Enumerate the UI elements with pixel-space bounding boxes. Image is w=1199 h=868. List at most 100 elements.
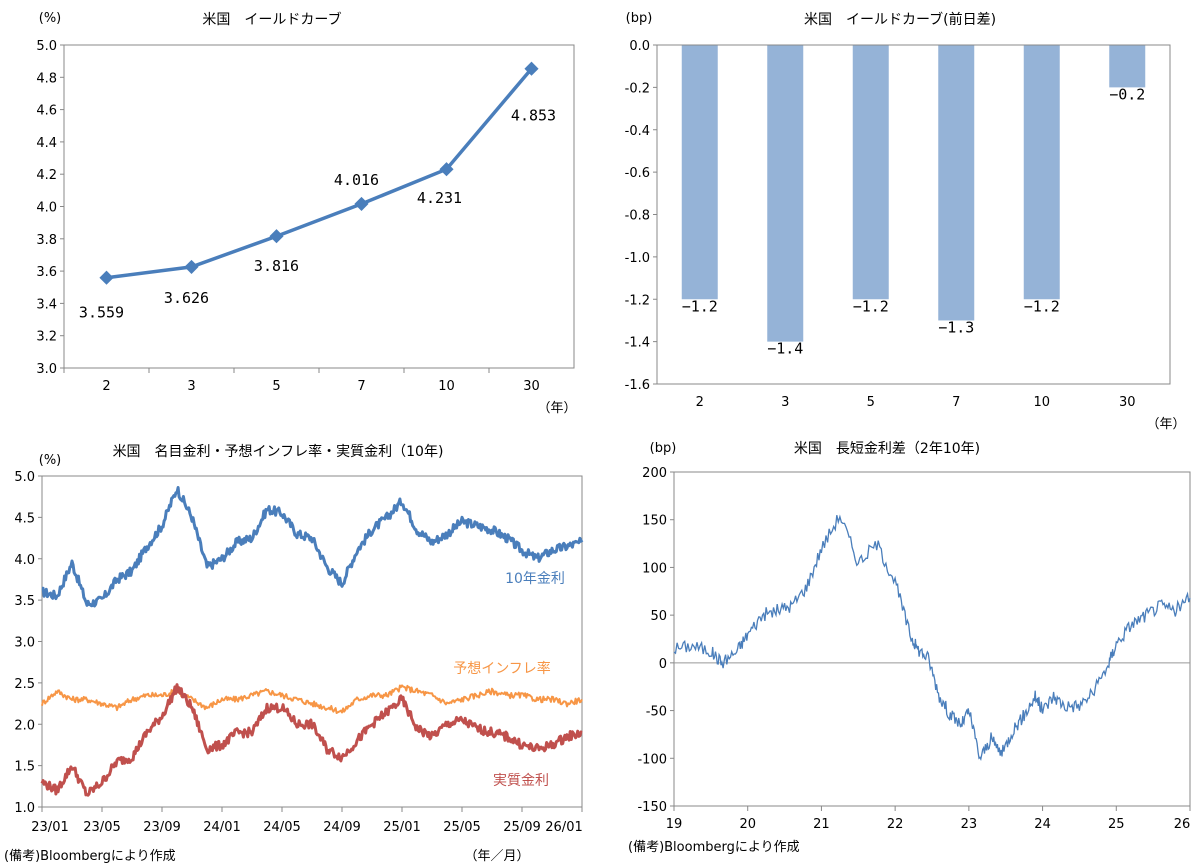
yield-curve-plot-area <box>63 44 575 369</box>
legend-nominal-label: 10年金利 <box>505 571 565 587</box>
y-tick-label: 0 <box>659 657 667 672</box>
y-tick-label: 3.5 <box>14 594 35 609</box>
y-tick-label: 150 <box>642 514 667 529</box>
x-tick-label: 24/05 <box>263 820 300 835</box>
x-tick-label: 3 <box>187 379 195 394</box>
x-tick-label: 7 <box>952 395 960 410</box>
y-tick-label: -1.4 <box>625 336 650 351</box>
spread-y-unit: (bp) <box>650 441 677 456</box>
x-tick-label: 21 <box>813 817 830 832</box>
series-line <box>41 684 583 714</box>
x-tick-label: 30 <box>1119 395 1136 410</box>
spread-plot-area <box>673 471 1191 807</box>
spread-line <box>673 514 1191 762</box>
yield-change-y-unit: (bp) <box>626 11 653 26</box>
x-tick-label: 7 <box>357 379 365 394</box>
x-tick-label: 23/05 <box>83 820 120 835</box>
y-tick-label: 4.8 <box>36 71 57 86</box>
yield-curve-point <box>184 259 199 274</box>
y-tick-label: 0.0 <box>629 39 650 54</box>
x-tick-label: 5 <box>867 395 875 410</box>
x-tick-label: 24 <box>1034 817 1051 832</box>
x-tick-label: 10 <box>1033 395 1050 410</box>
rates-x-axis: 23/01 23/05 23/09 24/01 24/05 24/09 25/01 25/05… <box>31 807 583 835</box>
legend-inflation-label: 予想インフレ率 <box>453 660 551 677</box>
x-tick-label: 20 <box>739 817 756 832</box>
x-tick-label: 25/09 <box>503 820 540 835</box>
legend-real-label: 実質金利 <box>493 773 549 789</box>
yield-curve-line <box>106 67 533 280</box>
y-tick-label: 2.5 <box>14 677 35 692</box>
y-tick-label: 5.0 <box>14 470 35 485</box>
spread-chart: 米国 長短金利差（2年10年) (bp) 200 150 100 50 0 -50 -100… <box>637 441 1191 832</box>
data-label: −1.2 <box>853 297 889 315</box>
bar <box>852 45 889 300</box>
spread-y-axis: 200 150 100 50 0 -50 -100 -150 <box>637 466 674 815</box>
bar <box>1109 45 1146 88</box>
data-label: 3.559 <box>79 304 124 322</box>
x-tick-label: 5 <box>272 379 280 394</box>
yield-curve-y-unit: (%) <box>39 11 62 26</box>
y-tick-label: -100 <box>637 752 667 767</box>
bar <box>938 45 975 321</box>
x-tick-label: 22 <box>887 817 904 832</box>
yield-curve-x-unit: （年） <box>537 401 576 416</box>
data-label: −1.4 <box>767 340 803 358</box>
x-tick-label: 23/01 <box>31 820 68 835</box>
x-tick-label: 2 <box>102 379 110 394</box>
data-label: 3.626 <box>164 289 209 307</box>
y-tick-label: 3.4 <box>36 297 57 312</box>
x-tick-label: 25/05 <box>443 820 480 835</box>
yield-change-plot-area <box>656 44 1171 385</box>
yield-curve-title: 米国 イールドカーブ <box>202 11 341 28</box>
yield-change-x-axis: 2 3 5 7 10 30 <box>696 395 1136 410</box>
spread-x-axis: 19 20 21 22 23 24 25 26 <box>666 806 1191 832</box>
y-tick-label: -1.2 <box>625 293 650 308</box>
y-tick-label: 3.2 <box>36 330 57 345</box>
y-tick-label: 4.2 <box>36 168 57 183</box>
x-tick-label: 30 <box>523 379 540 394</box>
y-tick-label: -1.0 <box>625 251 650 266</box>
y-tick-label: 3.0 <box>14 636 35 651</box>
data-label: 4.016 <box>334 171 379 189</box>
data-label: 3.816 <box>254 257 299 275</box>
yield-curve-point <box>269 229 284 244</box>
yield-curve-chart: 米国 イールドカーブ (%) 3.0 3.2 3.4 3.6 3.8 4.0 4.2 4.4 4… <box>36 11 576 416</box>
y-tick-label: 200 <box>642 466 667 481</box>
x-tick-label: 25/01 <box>383 820 420 835</box>
data-label: −1.2 <box>1024 297 1060 315</box>
series-line <box>41 486 584 608</box>
data-label: −1.3 <box>938 318 974 336</box>
x-tick-label: 24/01 <box>203 820 240 835</box>
y-tick-label: -0.2 <box>625 81 650 96</box>
yield-curve-series: 3.559 3.626 3.816 4.016 4.231 4.853 <box>79 61 556 322</box>
rates-y-axis: 1.0 1.5 2.0 2.5 3.0 3.5 4.0 4.5 5.0 <box>14 470 42 816</box>
y-tick-label: 4.0 <box>14 553 35 568</box>
y-tick-label: 4.5 <box>14 511 35 526</box>
y-tick-label: 4.6 <box>36 104 57 119</box>
yield-curve-point <box>99 270 114 285</box>
x-tick-label: 26 <box>1174 817 1191 832</box>
x-tick-label: 26/01 <box>545 820 582 835</box>
y-tick-label: 1.5 <box>14 760 35 775</box>
x-tick-label: 25 <box>1108 817 1125 832</box>
bar <box>681 45 718 300</box>
x-tick-label: 23/09 <box>143 820 180 835</box>
x-tick-label: 23 <box>961 817 978 832</box>
bar <box>767 45 804 342</box>
y-tick-label: 1.0 <box>14 801 35 816</box>
data-label: 4.231 <box>417 189 462 207</box>
y-tick-label: -0.8 <box>625 209 650 224</box>
rates-x-unit: （年／月） <box>464 849 529 864</box>
y-tick-label: -0.6 <box>625 166 650 181</box>
y-tick-label: -150 <box>637 800 667 815</box>
y-tick-label: 2.0 <box>14 718 35 733</box>
yield-change-title: 米国 イールドカーブ(前日差) <box>804 11 996 28</box>
yield-curve-y-axis: 3.0 3.2 3.4 3.6 3.8 4.0 4.2 4.4 4.6 4.8 5.0 <box>36 39 64 377</box>
x-tick-label: 24/09 <box>323 820 360 835</box>
footnote-left: (備考)Bloombergにより作成 <box>4 848 176 864</box>
y-tick-label: 4.4 <box>36 136 57 151</box>
x-tick-label: 3 <box>781 395 789 410</box>
spread-series <box>673 514 1191 762</box>
